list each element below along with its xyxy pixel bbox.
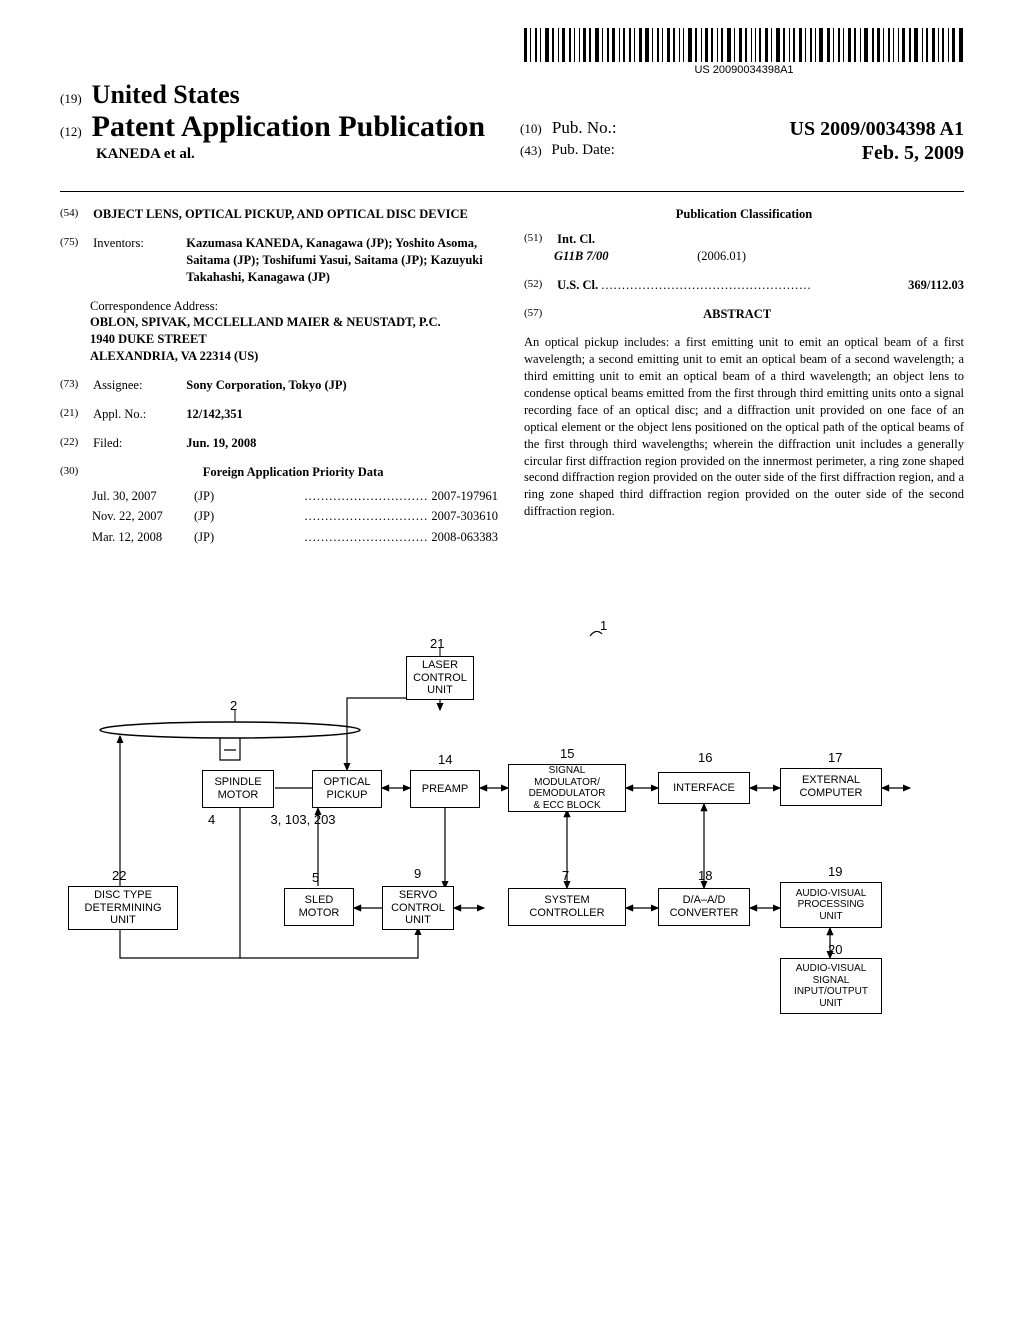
- code-30: (30): [60, 464, 90, 479]
- code-54: (54): [60, 206, 90, 221]
- priority-row: Nov. 22, 2007 (JP) .....................…: [92, 507, 498, 526]
- box-sled-motor: SLED MOTOR: [284, 888, 354, 926]
- intcl-code: G11B 7/00: [554, 248, 694, 265]
- biblio-right-column: Publication Classification (51) Int. Cl.…: [524, 206, 964, 561]
- box-servo-control: SERVO CONTROL UNIT: [382, 886, 454, 930]
- priority-num-cell: .............................. 2007-1979…: [246, 487, 498, 506]
- patent-title: OBJECT LENS, OPTICAL PICKUP, AND OPTICAL…: [93, 206, 493, 223]
- assignee-value: Sony Corporation, Tokyo (JP): [186, 377, 496, 394]
- box-preamp: PREAMP: [410, 770, 480, 808]
- priority-date: Nov. 22, 2007: [92, 507, 192, 526]
- code-57: (57): [524, 306, 554, 321]
- ref-19: 19: [828, 864, 842, 879]
- diagram-ref-2: 2: [230, 698, 237, 713]
- publication-type: Patent Application Publication: [92, 110, 485, 143]
- box-optical-pickup: OPTICAL PICKUP: [312, 770, 382, 808]
- correspondence-label: Correspondence Address:: [90, 298, 500, 315]
- ref-5: 5: [312, 870, 319, 885]
- ref-16: 16: [698, 750, 712, 765]
- assignee-label: Assignee:: [93, 377, 183, 394]
- priority-num-cell: .............................. 2007-3036…: [246, 507, 498, 526]
- code-12: (12): [60, 124, 82, 139]
- priority-table: Jul. 30, 2007 (JP) .....................…: [90, 485, 500, 550]
- code-73: (73): [60, 377, 90, 392]
- country-name: United States: [92, 80, 240, 109]
- box-av-processing: AUDIO-VISUAL PROCESSING UNIT: [780, 882, 882, 928]
- diagram-ref-1: 1: [600, 618, 607, 633]
- inventors-label: Inventors:: [93, 235, 183, 252]
- box-disc-type: DISC TYPE DETERMINING UNIT: [68, 886, 178, 930]
- ref-18: 18: [698, 868, 712, 883]
- applno-label: Appl. No.:: [93, 406, 183, 423]
- biblio-left-column: (54) OBJECT LENS, OPTICAL PICKUP, AND OP…: [60, 206, 500, 561]
- inventors-list: Kazumasa KANEDA, Kanagawa (JP); Yoshito …: [186, 235, 496, 286]
- box-signal-modulator: SIGNAL MODULATOR/ DEMODULATOR & ECC BLOC…: [508, 764, 626, 812]
- code-51: (51): [524, 231, 554, 246]
- biblio-columns: (54) OBJECT LENS, OPTICAL PICKUP, AND OP…: [60, 206, 964, 561]
- applno-value: 12/142,351: [186, 406, 496, 423]
- intcl-label: Int. Cl.: [557, 232, 595, 246]
- box-interface: INTERFACE: [658, 772, 750, 804]
- uscl-dots: ........................................…: [601, 277, 861, 294]
- ref-9: 9: [414, 866, 421, 881]
- priority-date: Jul. 30, 2007: [92, 487, 192, 506]
- correspondence-city: ALEXANDRIA, VA 22314 (US): [90, 348, 500, 365]
- box-da-ad-converter: D/A–A/D CONVERTER: [658, 888, 750, 926]
- pub-date-label: Pub. Date:: [551, 142, 614, 158]
- header-right: (10) Pub. No.: US 2009/0034398 A1 (43) P…: [520, 118, 964, 165]
- code-10: (10): [520, 121, 542, 136]
- box-av-io: AUDIO-VISUAL SIGNAL INPUT/OUTPUT UNIT: [780, 958, 882, 1014]
- inventors-text: Kazumasa KANEDA, Kanagawa (JP); Yoshito …: [186, 236, 482, 284]
- box-system-controller: SYSTEM CONTROLLER: [508, 888, 626, 926]
- ref-21: 21: [430, 636, 444, 651]
- correspondence-street: 1940 DUKE STREET: [90, 331, 500, 348]
- priority-country: (JP): [194, 487, 244, 506]
- box-laser-control: LASER CONTROL UNIT: [406, 656, 474, 700]
- priority-number: 2007-303610: [431, 509, 498, 523]
- priority-row: Mar. 12, 2008 (JP) .....................…: [92, 528, 498, 547]
- priority-number: 2007-197961: [431, 489, 498, 503]
- filed-label: Filed:: [93, 435, 183, 452]
- box-spindle-motor: SPINDLE MOTOR: [202, 770, 274, 808]
- ref-3: 3, 103, 203: [228, 812, 378, 827]
- classification-heading: Publication Classification: [524, 206, 964, 223]
- uscl-value: 369/112.03: [908, 277, 964, 294]
- code-75: (75): [60, 235, 90, 250]
- correspondence-name: OBLON, SPIVAK, MCCLELLAND MAIER & NEUSTA…: [90, 314, 500, 331]
- priority-number: 2008-063383: [431, 530, 498, 544]
- barcode-text: US 20090034398A1: [524, 64, 964, 76]
- priority-country: (JP): [194, 507, 244, 526]
- barcode-block: US 20090034398A1: [524, 28, 964, 76]
- priority-country: (JP): [194, 528, 244, 547]
- priority-row: Jul. 30, 2007 (JP) .....................…: [92, 487, 498, 506]
- code-21: (21): [60, 406, 90, 421]
- ref-14: 14: [438, 752, 452, 767]
- code-22: (22): [60, 435, 90, 450]
- ref-7: 7: [562, 868, 569, 883]
- pub-date: Feb. 5, 2009: [862, 142, 964, 165]
- code-43: (43): [520, 143, 542, 158]
- intcl-date: (2006.01): [697, 249, 746, 263]
- priority-num-cell: .............................. 2008-0633…: [246, 528, 498, 547]
- abstract-text: An optical pickup includes: a first emit…: [524, 334, 964, 520]
- filed-value: Jun. 19, 2008: [186, 435, 496, 452]
- code-52: (52): [524, 277, 554, 292]
- barcode-graphic: [524, 28, 964, 62]
- ref-4: 4: [208, 812, 215, 827]
- code-19: (19): [60, 91, 82, 106]
- ref-22: 22: [112, 868, 126, 883]
- priority-date: Mar. 12, 2008: [92, 528, 192, 547]
- pub-no-label: Pub. No.:: [552, 118, 617, 137]
- ref-15: 15: [560, 746, 574, 761]
- abstract-heading: ABSTRACT: [557, 306, 917, 323]
- box-external-computer: EXTERNAL COMPUTER: [780, 768, 882, 806]
- ref-17: 17: [828, 750, 842, 765]
- uscl-label: U.S. Cl.: [557, 278, 598, 292]
- header-rule: [60, 191, 964, 192]
- block-diagram: 1 2 21 LASER CONTROL UNIT SPINDLE MOTOR …: [60, 618, 964, 1058]
- pub-number: US 2009/0034398 A1: [790, 118, 964, 141]
- ref-20: 20: [828, 942, 842, 957]
- priority-heading: Foreign Application Priority Data: [93, 464, 493, 481]
